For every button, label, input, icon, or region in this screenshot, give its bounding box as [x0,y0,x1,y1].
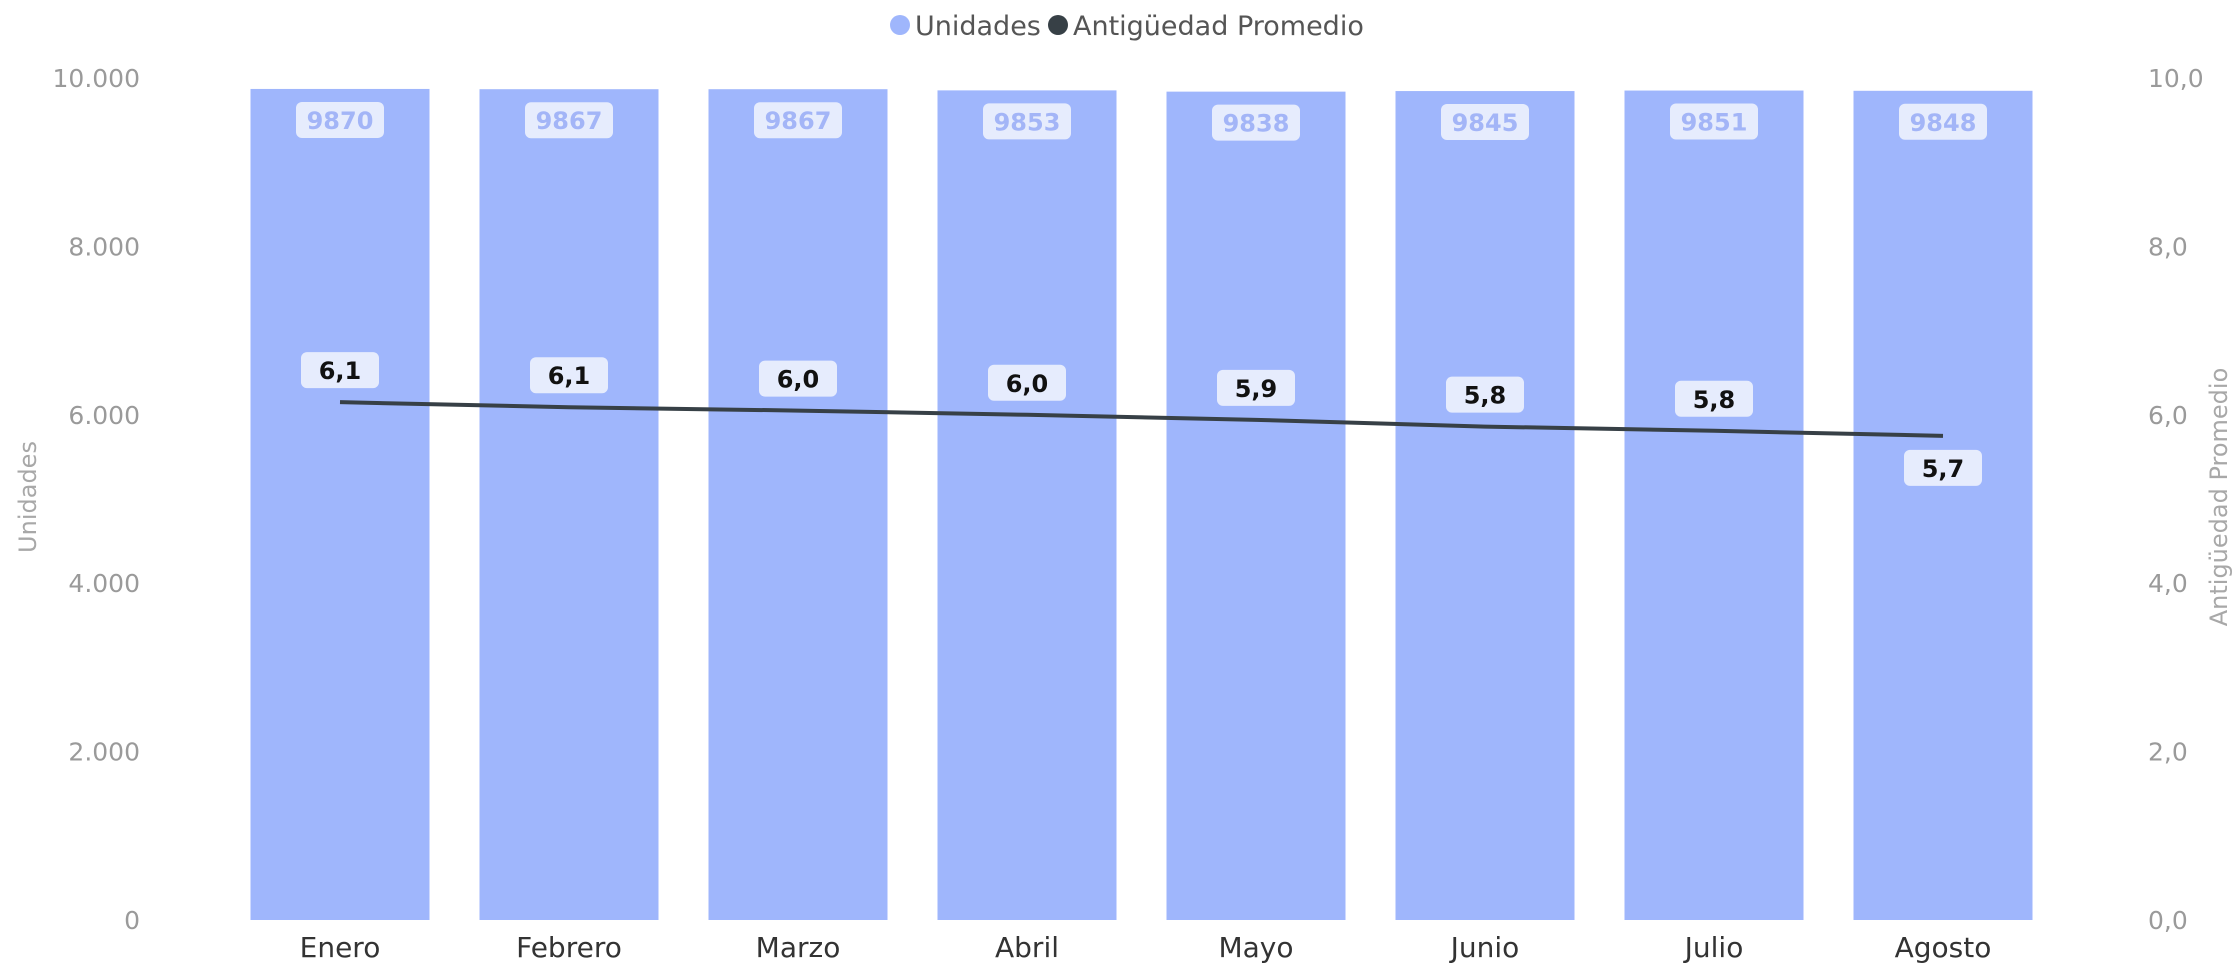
line-label-bg [301,352,379,389]
category-label: Abril [995,931,1059,964]
bars: 9870 9867 9867 9853 9838 9845 9851 9848 [250,88,2033,921]
bar [708,89,888,920]
category-label: Agosto [1895,931,1992,964]
left-tick-label: 8.000 [68,232,140,261]
bar-label-bg [1670,103,1758,140]
line-label-bg [988,364,1066,401]
line-label-bg [1904,449,1982,486]
category-label: Julio [1683,931,1744,964]
bar-label-bg [1441,104,1529,141]
line-label-bg [1446,376,1524,413]
line-series-antiguedad [339,400,1944,438]
bar-value-label: 9870 [307,107,374,135]
category-label: Marzo [756,931,841,964]
left-tick-label: 2.000 [68,738,140,767]
legend: Unidades Antigüedad Promedio [890,11,1364,42]
category-label: Febrero [516,931,622,964]
line-label-bg [530,357,608,394]
right-tick-label: 8,0 [2148,232,2188,261]
bar-label-bg [1212,104,1300,141]
legend-label-antiguedad: Antigüedad Promedio [1073,11,1364,42]
bar-value-label: 9838 [1223,110,1290,138]
left-tick-label: 4.000 [68,569,140,598]
bar [1395,91,1575,920]
line-value-label: 6,1 [548,362,591,390]
bar [479,89,659,920]
bar [250,88,430,921]
bar-label-bg [296,101,384,138]
line-label-bg [759,360,837,397]
right-tick-label: 4,0 [2148,569,2188,598]
left-tick-label: 6.000 [68,401,140,430]
left-tick-label: 0 [124,906,140,935]
right-tick-label: 0,0 [2148,906,2188,935]
right-tick-label: 2,0 [2148,738,2188,767]
bar-value-label: 9848 [1910,109,1977,137]
bar-label-bg [754,102,842,139]
bar-value-label: 9867 [536,107,603,135]
bar-value-label: 9851 [1681,109,1748,137]
category-label: Mayo [1218,931,1293,964]
bar [937,90,1117,921]
bar-value-label: 9853 [994,108,1061,136]
bar-value-label: 9867 [765,107,832,135]
line-value-label: 6,0 [777,366,820,394]
legend-label-unidades: Unidades [915,11,1041,42]
category-label: Junio [1449,931,1520,964]
bar [1166,91,1346,921]
line-label-bg [1675,380,1753,417]
category-labels: Enero Febrero Marzo Abril Mayo Junio Julio Agos… [300,931,1992,964]
line-value-label: 5,9 [1235,375,1278,403]
category-label: Enero [300,931,381,964]
line-value-label: 5,8 [1693,386,1736,414]
left-axis-ticks: 0 2.000 4.000 6.000 8.000 10.000 [53,64,140,935]
bar-label-bg [983,103,1071,140]
bar [1853,90,2033,920]
right-axis-title: Antigüedad Promedio [2205,368,2233,627]
line-layer: 6,1 6,1 6,0 6,0 5,9 5,8 5,8 5,7 [301,352,1982,486]
bar [1624,90,1804,921]
line-value-label: 6,1 [319,357,362,385]
legend-marker-antiguedad [1048,15,1068,35]
line-value-label: 5,8 [1464,382,1507,410]
right-axis-ticks: 0,0 2,0 4,0 6,0 8,0 10,0 [2148,64,2204,935]
left-tick-label: 10.000 [53,64,140,93]
bar-value-label: 9845 [1452,109,1519,137]
right-tick-label: 6,0 [2148,401,2188,430]
right-tick-label: 10,0 [2148,64,2204,93]
left-axis-title: Unidades [14,441,42,553]
line-label-bg [1217,369,1295,406]
line-value-label: 6,0 [1006,370,1049,398]
bar-label-bg [1899,103,1987,140]
line-value-label: 5,7 [1922,455,1965,483]
bar-label-bg [525,102,613,139]
legend-marker-unidades [890,15,910,35]
